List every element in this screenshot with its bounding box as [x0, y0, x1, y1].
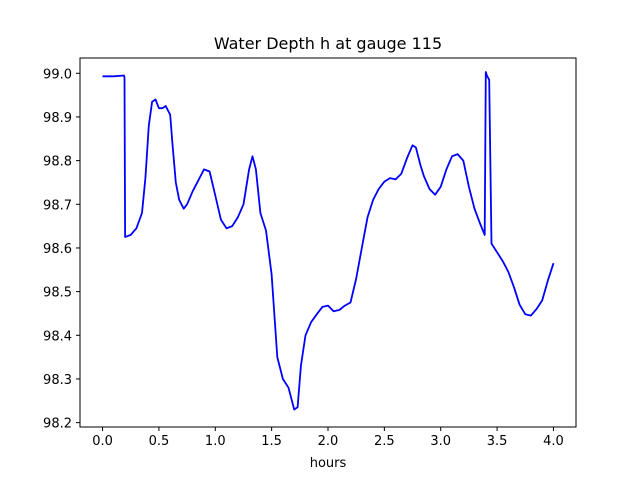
- y-tick-label: 98.5: [43, 286, 72, 301]
- x-tick-label: 3.0: [430, 434, 451, 449]
- chart-title: Water Depth h at gauge 115: [214, 34, 442, 53]
- y-tick-label: 98.9: [43, 111, 72, 126]
- x-tick-label: 0.0: [92, 434, 113, 449]
- x-tick-label: 0.5: [149, 434, 170, 449]
- x-tick-label: 3.5: [487, 434, 508, 449]
- y-axis: 98.2 98.3 98.4 98.5 98.6 98.7 98.8 98.9 99.0: [43, 67, 80, 432]
- y-tick-label: 98.7: [43, 198, 72, 213]
- series-line: [102, 71, 555, 411]
- x-tick-label: 4.0: [543, 434, 564, 449]
- y-tick-label: 98.3: [43, 373, 72, 388]
- series-layer: [102, 71, 555, 411]
- x-tick-label: 2.5: [374, 434, 395, 449]
- plot-area: [79, 57, 577, 428]
- x-tick-label: 1.0: [205, 434, 226, 449]
- y-tick-label: 99.0: [43, 67, 72, 82]
- x-axis-label: hours: [310, 456, 347, 471]
- x-axis: 0.0 0.5 1.0 1.5 2.0 2.5 3.0 3.5 4.0: [92, 427, 564, 449]
- x-tick-label: 1.5: [261, 434, 282, 449]
- y-tick-label: 98.8: [43, 155, 72, 170]
- y-tick-label: 98.2: [43, 417, 72, 432]
- x-tick-label: 2.0: [318, 434, 339, 449]
- y-tick-label: 98.4: [43, 329, 72, 344]
- y-tick-label: 98.6: [43, 242, 72, 257]
